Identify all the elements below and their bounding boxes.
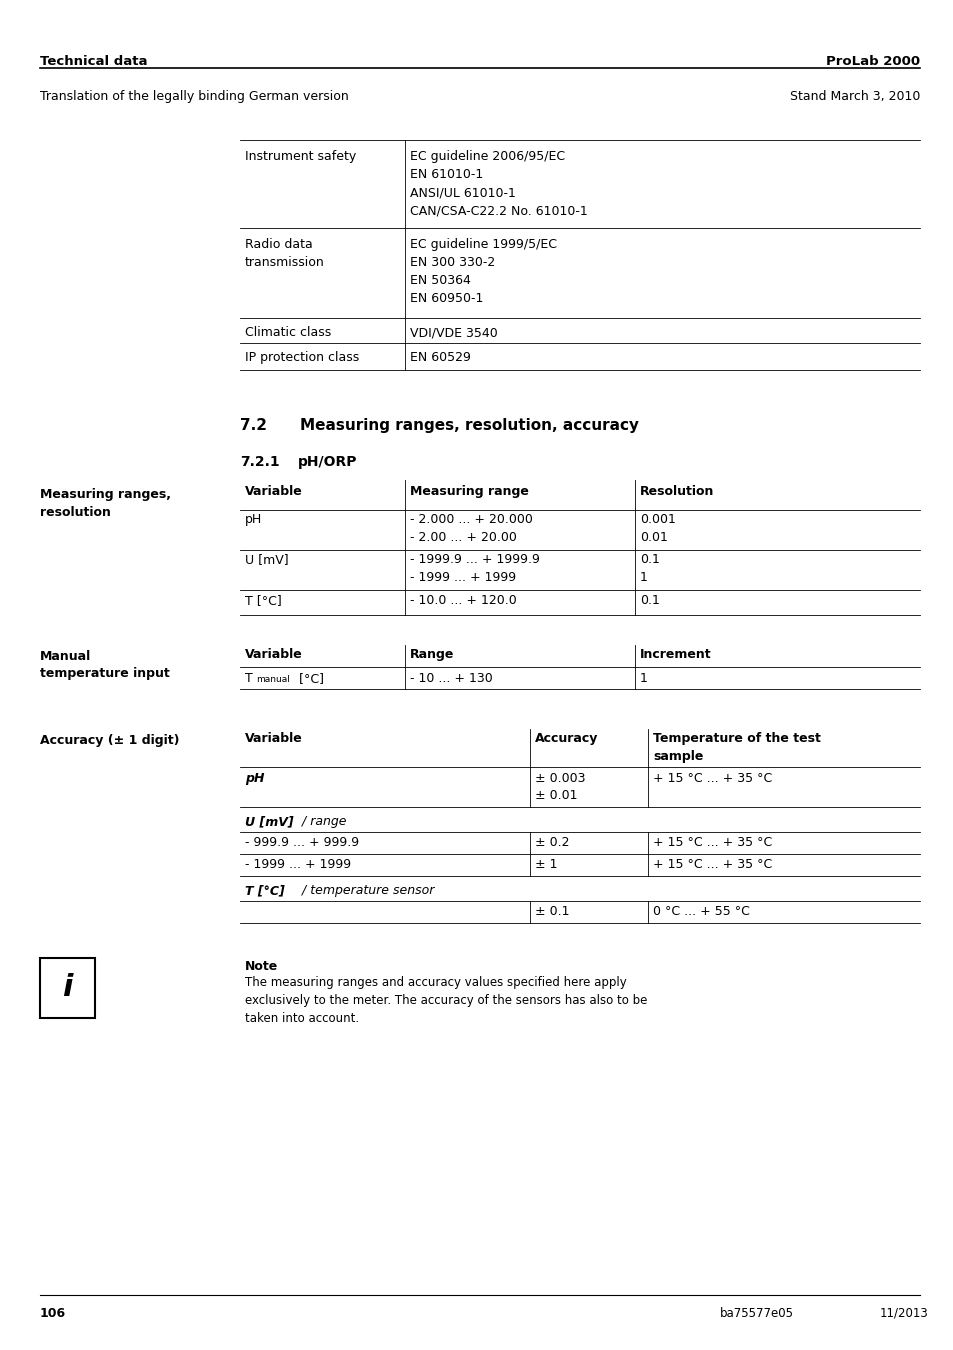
Text: 106: 106	[40, 1307, 66, 1320]
Text: - 10.0 ... + 120.0: - 10.0 ... + 120.0	[410, 594, 517, 608]
Text: - 1999.9 ... + 1999.9: - 1999.9 ... + 1999.9	[410, 554, 539, 566]
Text: - 1999 ... + 1999: - 1999 ... + 1999	[410, 571, 516, 585]
Text: 0 °C ... + 55 °C: 0 °C ... + 55 °C	[652, 904, 749, 918]
Text: Climatic class: Climatic class	[245, 325, 331, 339]
Text: / temperature sensor: / temperature sensor	[297, 884, 434, 896]
Text: temperature input: temperature input	[40, 667, 170, 680]
Text: i: i	[62, 973, 72, 1003]
Text: - 10 ... + 130: - 10 ... + 130	[410, 672, 493, 684]
Text: EC guideline 2006/95/EC
EN 61010-1
ANSI/UL 61010-1
CAN/CSA-C22.2 No. 61010-1: EC guideline 2006/95/EC EN 61010-1 ANSI/…	[410, 150, 587, 217]
Text: Variable: Variable	[245, 732, 302, 745]
Text: Radio data
transmission: Radio data transmission	[245, 238, 324, 269]
Bar	[40, 958, 95, 1018]
Text: 0.1: 0.1	[639, 554, 659, 566]
Text: - 1999 ... + 1999: - 1999 ... + 1999	[245, 859, 351, 871]
Text: 1: 1	[639, 672, 647, 684]
Text: Accuracy (± 1 digit): Accuracy (± 1 digit)	[40, 734, 179, 747]
Text: [°C]: [°C]	[294, 672, 324, 684]
Text: + 15 °C ... + 35 °C: + 15 °C ... + 35 °C	[652, 836, 771, 849]
Text: The measuring ranges and accuracy values specified here apply
exclusively to the: The measuring ranges and accuracy values…	[245, 976, 647, 1025]
Text: - 999.9 ... + 999.9: - 999.9 ... + 999.9	[245, 836, 358, 849]
Text: ± 0.1: ± 0.1	[535, 904, 569, 918]
Text: 0.1: 0.1	[639, 594, 659, 608]
Text: EC guideline 1999/5/EC
EN 300 330-2
EN 50364
EN 60950-1: EC guideline 1999/5/EC EN 300 330-2 EN 5…	[410, 238, 557, 305]
Text: ± 0.003: ± 0.003	[535, 772, 585, 784]
Text: 0.001: 0.001	[639, 513, 675, 526]
Text: Measuring range: Measuring range	[410, 485, 528, 498]
Text: ba75577e05: ba75577e05	[720, 1307, 793, 1320]
Text: pH/ORP: pH/ORP	[297, 455, 357, 468]
Text: pH: pH	[245, 513, 262, 526]
Text: resolution: resolution	[40, 506, 111, 518]
Text: / range: / range	[297, 815, 346, 828]
Text: Manual: Manual	[40, 649, 91, 663]
Text: Instrument safety: Instrument safety	[245, 150, 355, 163]
Text: + 15 °C ... + 35 °C: + 15 °C ... + 35 °C	[652, 772, 771, 784]
Text: Temperature of the test
sample: Temperature of the test sample	[652, 732, 820, 763]
Text: - 2.00 ... + 20.00: - 2.00 ... + 20.00	[410, 531, 517, 544]
Text: Increment: Increment	[639, 648, 711, 662]
Text: pH: pH	[245, 772, 264, 784]
Text: U [mV]: U [mV]	[245, 554, 289, 566]
Text: Variable: Variable	[245, 648, 302, 662]
Text: Measuring ranges,: Measuring ranges,	[40, 487, 171, 501]
Text: ± 0.2: ± 0.2	[535, 836, 569, 849]
Text: VDI/VDE 3540: VDI/VDE 3540	[410, 325, 497, 339]
Text: T [°C]: T [°C]	[245, 594, 281, 608]
Text: Measuring ranges, resolution, accuracy: Measuring ranges, resolution, accuracy	[299, 418, 639, 433]
Text: Range: Range	[410, 648, 454, 662]
Text: U [mV]: U [mV]	[245, 815, 294, 828]
Text: Resolution: Resolution	[639, 485, 714, 498]
Text: manual: manual	[255, 675, 290, 684]
Text: 0.01: 0.01	[639, 531, 667, 544]
Text: ± 1: ± 1	[535, 859, 557, 871]
Text: Technical data: Technical data	[40, 55, 148, 68]
Text: Variable: Variable	[245, 485, 302, 498]
Text: Translation of the legally binding German version: Translation of the legally binding Germa…	[40, 90, 349, 103]
Text: 7.2: 7.2	[240, 418, 267, 433]
Text: EN 60529: EN 60529	[410, 351, 471, 364]
Text: Stand March 3, 2010: Stand March 3, 2010	[789, 90, 919, 103]
Text: T: T	[245, 672, 253, 684]
Text: IP protection class: IP protection class	[245, 351, 359, 364]
Text: + 15 °C ... + 35 °C: + 15 °C ... + 35 °C	[652, 859, 771, 871]
Text: 1: 1	[639, 571, 647, 585]
Text: T [°C]: T [°C]	[245, 884, 284, 896]
Text: - 2.000 ... + 20.000: - 2.000 ... + 20.000	[410, 513, 533, 526]
Text: Note: Note	[245, 960, 278, 973]
Text: 11/2013: 11/2013	[879, 1307, 928, 1320]
Text: ± 0.01: ± 0.01	[535, 788, 577, 802]
Text: 7.2.1: 7.2.1	[240, 455, 279, 468]
Text: Accuracy: Accuracy	[535, 732, 598, 745]
Text: ProLab 2000: ProLab 2000	[825, 55, 919, 68]
